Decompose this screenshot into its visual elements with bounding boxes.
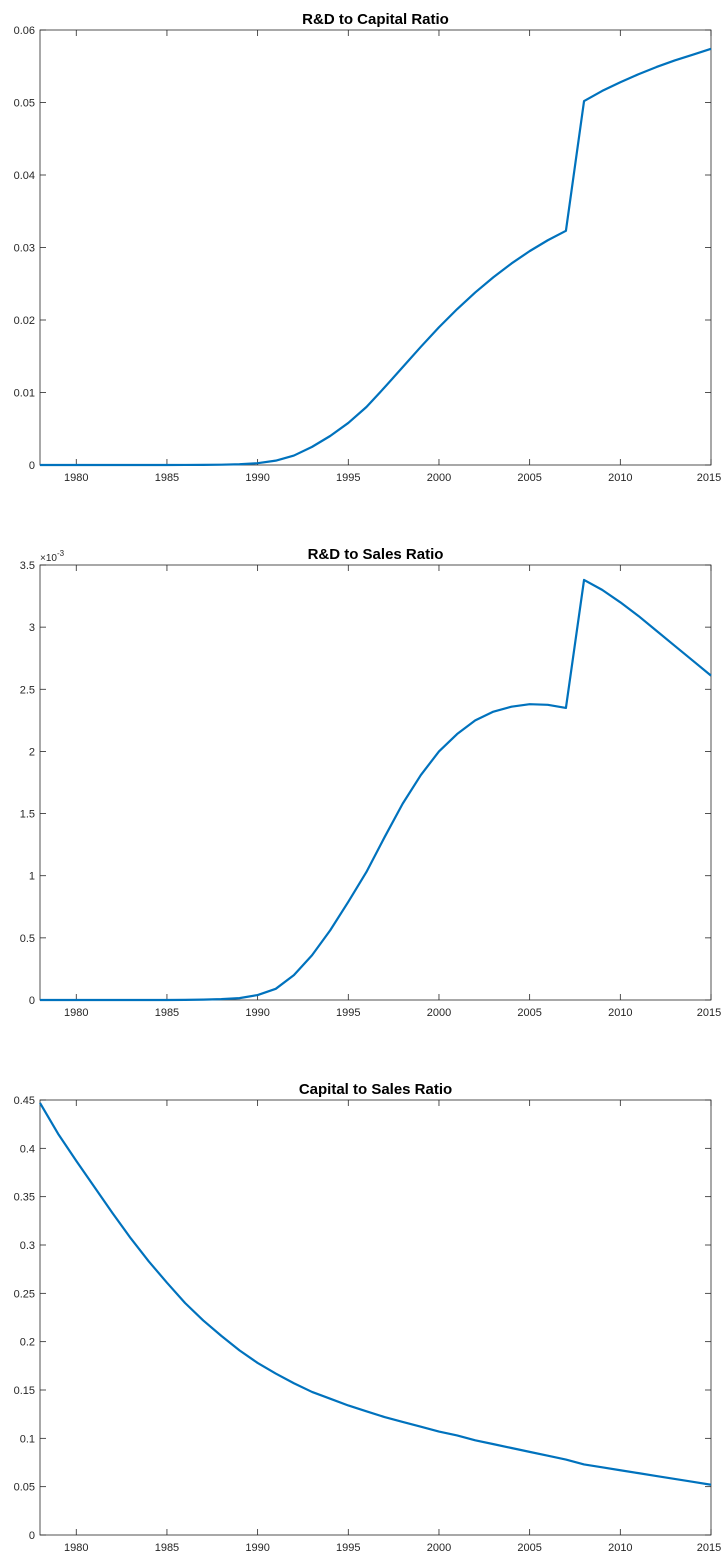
x-tick-label: 2010 bbox=[608, 1542, 632, 1554]
y-tick-label: 0.15 bbox=[14, 1385, 35, 1397]
chart-panel-1: 1980 1985 1990 1995 2000 2005 2010 2015 0 0.01 0.0… bbox=[14, 11, 722, 484]
y-tick-label: 0.03 bbox=[14, 243, 35, 255]
chart-panel-2: 1980 1985 1990 1995 2000 2005 2010 2015 0 0.5 1 1.5… bbox=[20, 546, 722, 1019]
y-tick-label: 2 bbox=[29, 746, 35, 758]
x-tick-label: 1990 bbox=[245, 472, 269, 484]
y-tick-label: 3 bbox=[29, 622, 35, 634]
x-tick-label: 2015 bbox=[697, 1542, 721, 1554]
series-line bbox=[39, 1102, 712, 1486]
y-tick-label: 0.2 bbox=[20, 1337, 35, 1349]
x-tick-label: 2000 bbox=[427, 1542, 451, 1554]
y-tick-label: 0.1 bbox=[20, 1433, 35, 1445]
x-tick-label: 1980 bbox=[64, 1542, 88, 1554]
y-tick-label: 0.05 bbox=[14, 1482, 35, 1494]
y-tick-label: 0.5 bbox=[20, 933, 35, 945]
x-tick-label: 2005 bbox=[517, 1542, 541, 1554]
y-tick-label: 0.06 bbox=[14, 25, 35, 37]
x-tick-label: 2015 bbox=[697, 1007, 721, 1019]
y-tick-label: 0.01 bbox=[14, 388, 35, 400]
x-tick-label: 1990 bbox=[245, 1007, 269, 1019]
y-exponent-power: -3 bbox=[57, 549, 65, 558]
y-tick-label: 0.3 bbox=[20, 1240, 35, 1252]
y-exponent-label: ×10-3 bbox=[40, 549, 65, 564]
y-tick-label: 0.05 bbox=[14, 98, 35, 110]
plot-area-frame bbox=[39, 1099, 712, 1536]
y-tick-label: 0.02 bbox=[14, 315, 35, 327]
y-tick-label: 0.45 bbox=[14, 1095, 35, 1107]
plot-area-frame bbox=[39, 29, 712, 466]
y-tick-label: 0 bbox=[29, 1530, 35, 1542]
x-tick-label: 1995 bbox=[336, 472, 360, 484]
y-tick-label: 0 bbox=[29, 460, 35, 472]
x-tick-label: 1985 bbox=[155, 1007, 179, 1019]
chart-title: R&D to Sales Ratio bbox=[308, 546, 444, 563]
y-tick-label: 0.4 bbox=[20, 1143, 35, 1155]
plot-area-frame bbox=[39, 564, 712, 1001]
x-tick-label: 1995 bbox=[336, 1007, 360, 1019]
x-tick-label: 2005 bbox=[517, 1007, 541, 1019]
x-tick-label: 2005 bbox=[517, 472, 541, 484]
chart-title: R&D to Capital Ratio bbox=[302, 11, 449, 28]
y-tick-label: 0.35 bbox=[14, 1192, 35, 1204]
y-tick-label: 0.25 bbox=[14, 1288, 35, 1300]
x-tick-label: 1985 bbox=[155, 472, 179, 484]
y-tick-label: 1.5 bbox=[20, 809, 35, 821]
x-tick-label: 1980 bbox=[64, 472, 88, 484]
x-tick-label: 1990 bbox=[245, 1542, 269, 1554]
series-line bbox=[40, 578, 712, 1002]
x-tick-label: 2010 bbox=[608, 472, 632, 484]
y-tick-label: 1 bbox=[29, 871, 35, 883]
y-tick-label: 3.5 bbox=[20, 560, 35, 572]
y-tick-label: 2.5 bbox=[20, 684, 35, 696]
series-line bbox=[40, 47, 712, 467]
y-tick-label: 0.04 bbox=[14, 170, 35, 182]
chart-title: Capital to Sales Ratio bbox=[299, 1081, 452, 1098]
x-tick-label: 2015 bbox=[697, 472, 721, 484]
x-tick-label: 1985 bbox=[155, 1542, 179, 1554]
x-tick-label: 2000 bbox=[427, 1007, 451, 1019]
x-tick-label: 1995 bbox=[336, 1542, 360, 1554]
x-tick-label: 1980 bbox=[64, 1007, 88, 1019]
x-tick-label: 2000 bbox=[427, 472, 451, 484]
chart-panel-3: 1980 1985 1990 1995 2000 2005 2010 2015 0 0.05 0.1… bbox=[14, 1081, 722, 1554]
x-tick-label: 2010 bbox=[608, 1007, 632, 1019]
y-tick-label: 0 bbox=[29, 995, 35, 1007]
